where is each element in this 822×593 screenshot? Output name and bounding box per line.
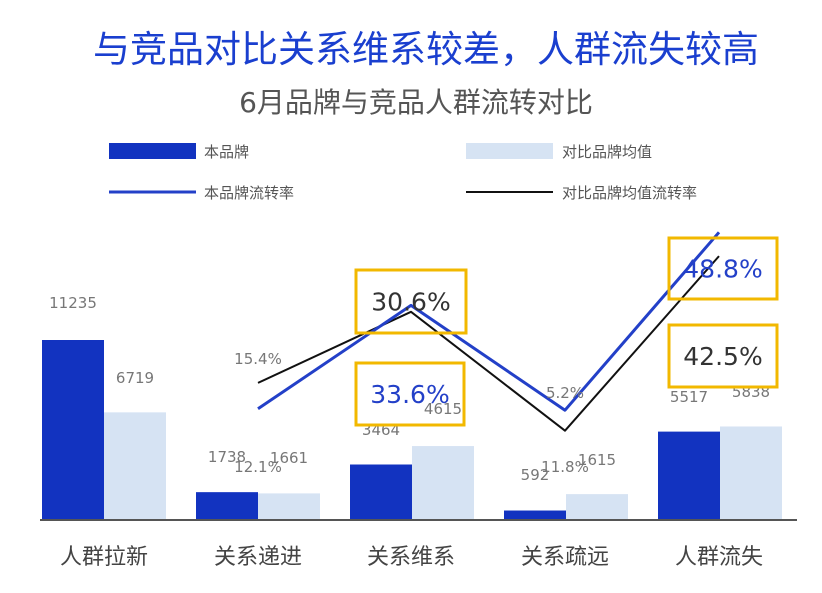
bar-label-brand-0: 11235 — [49, 294, 97, 312]
bar-compare-3 — [566, 494, 628, 520]
rate-label-brand-1: 12.1% — [234, 458, 282, 476]
line-brand-rate — [257, 231, 721, 412]
highlight-brand-4-label: 48.8% — [683, 255, 762, 284]
highlight-brand-2-label: 33.6% — [370, 380, 449, 409]
bar-layer — [42, 340, 782, 520]
x-tick-label-1: 关系递进 — [214, 545, 302, 570]
highlight-compare-2-label: 30.6% — [371, 288, 450, 317]
line-compare-rate — [257, 255, 720, 432]
bar-compare-0 — [104, 412, 166, 520]
bar-label-compare-1: 1661 — [270, 449, 308, 467]
bar-label-compare-0: 6719 — [116, 369, 154, 387]
highlight-brand-4-box — [667, 236, 779, 301]
bar-label-compare-3: 1615 — [578, 451, 616, 469]
legend-swatch-brand — [109, 143, 196, 159]
legend-label-compare: 对比品牌均值 — [562, 143, 652, 161]
bar-compare-1 — [258, 493, 320, 520]
bar-label-brand-1: 1738 — [208, 448, 246, 466]
bar-label-brand-4: 5517 — [670, 388, 708, 406]
bar-brand-1 — [196, 492, 258, 520]
legend-swatch-compare — [466, 143, 553, 159]
bar-brand-0 — [42, 340, 104, 520]
rate-label-compare-3: 5.2% — [546, 384, 584, 402]
bar-label-brand-3: 592 — [521, 466, 550, 484]
highlight-brand-2-box — [354, 361, 466, 427]
highlight-compare-4-label: 42.5% — [683, 342, 762, 371]
headline: 与竞品对比关系维系较差，人群流失较高 — [93, 28, 759, 71]
bar-brand-2 — [350, 464, 412, 520]
bar-brand-4 — [658, 431, 720, 520]
highlight-compare-4-box — [667, 323, 779, 389]
rate-label-compare-1: 15.4% — [234, 350, 282, 368]
line-layer — [257, 231, 721, 432]
x-tick-label-4: 人群流失 — [675, 545, 763, 570]
highlight-layer: 30.6% 33.6% 48.8% 42.5% — [354, 236, 779, 427]
legend-label-brand: 本品牌 — [204, 143, 249, 161]
x-tick-label-3: 关系疏远 — [521, 545, 609, 570]
x-tick-label-0: 人群拉新 — [60, 545, 148, 570]
legend-label-brand-rate: 本品牌流转率 — [204, 184, 294, 202]
x-tick-label-2: 关系维系 — [367, 545, 455, 570]
rate-label-brand-3: 11.8% — [541, 458, 589, 476]
x-axis: 人群拉新 关系递进 关系维系 关系疏远 人群流失 — [40, 519, 797, 570]
bar-label-compare-2: 4615 — [424, 400, 462, 418]
legend-label-compare-rate: 对比品牌均值流转率 — [562, 184, 697, 202]
bar-compare-4 — [720, 426, 782, 520]
bar-compare-2 — [412, 446, 474, 520]
chart-title: 6月品牌与竞品人群流转对比 — [239, 86, 593, 119]
highlight-compare-2-box — [354, 268, 468, 335]
bar-brand-3 — [504, 510, 566, 520]
